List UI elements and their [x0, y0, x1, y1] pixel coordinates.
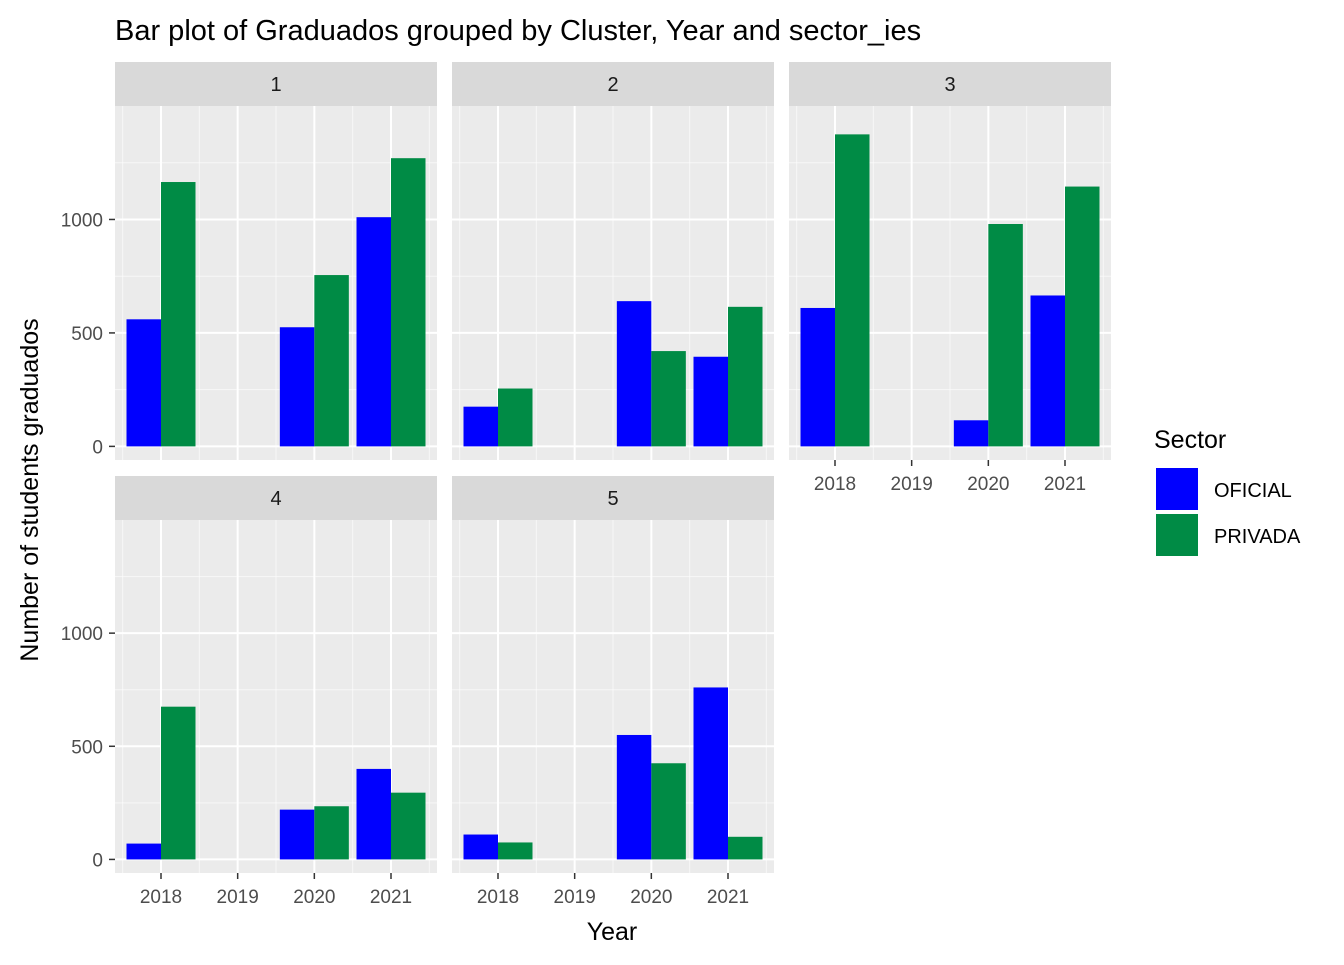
bar-privada-2021 [391, 158, 426, 447]
legend: Sector OFICIAL PRIVADA [1154, 426, 1301, 556]
legend-swatch [1156, 514, 1198, 556]
x-tick-label: 2020 [967, 474, 1009, 495]
x-tick-label: 2021 [707, 887, 749, 908]
y-tick-label: 0 [92, 437, 103, 458]
bar-privada-2018 [161, 182, 196, 447]
x-tick-label: 2018 [140, 887, 182, 908]
x-tick-label: 2019 [554, 887, 596, 908]
bar-privada-2018 [498, 842, 533, 860]
facet-strip [789, 62, 1111, 106]
bar-oficial-2021 [693, 687, 728, 860]
x-axis-title: Year [587, 918, 638, 946]
facet-strip-label: 4 [270, 488, 281, 510]
bar-oficial-2021 [356, 768, 391, 860]
y-tick-label: 1000 [61, 624, 103, 645]
legend-label: OFICIAL [1214, 480, 1292, 502]
bar-privada-2020 [314, 275, 349, 447]
bar-oficial-2018 [126, 843, 161, 860]
x-tick-label: 2020 [630, 887, 672, 908]
legend-label: PRIVADA [1214, 526, 1301, 548]
facet-panel-4: 4 0 500 1000 2018 2019 2020 2021 [61, 476, 437, 908]
legend-title: Sector [1154, 426, 1226, 454]
bar-privada-2020 [651, 763, 686, 860]
bar-privada-2018 [161, 706, 196, 860]
bar-privada-2020 [314, 806, 349, 860]
bar-oficial-2021 [356, 217, 391, 447]
legend-entries: OFICIAL PRIVADA [1156, 468, 1301, 556]
bar-oficial-2018 [463, 834, 498, 860]
bar-privada-2018 [835, 134, 870, 447]
y-tick-label: 500 [71, 324, 103, 345]
bar-oficial-2018 [800, 307, 835, 447]
legend-entry-oficial: OFICIAL [1156, 468, 1292, 510]
bar-oficial-2020 [616, 734, 652, 860]
y-axis-title: Number of students graduados [16, 318, 44, 661]
bar-oficial-2020 [953, 420, 989, 447]
bar-privada-2020 [988, 224, 1023, 447]
y-tick-label: 500 [71, 737, 103, 758]
facet-strip [452, 62, 774, 106]
legend-swatch [1156, 468, 1198, 510]
bar-privada-2018 [498, 388, 533, 447]
bar-oficial-2020 [616, 301, 652, 447]
bar-oficial-2018 [126, 319, 161, 447]
x-tick-label: 2021 [1044, 474, 1086, 495]
facet-strip [115, 62, 437, 106]
legend-entry-privada: PRIVADA [1156, 514, 1301, 556]
x-tick-label: 2020 [293, 887, 335, 908]
facet-strip-label: 1 [270, 74, 281, 96]
bar-oficial-2020 [279, 327, 315, 447]
facet-strip [115, 476, 437, 520]
x-tick-label: 2018 [477, 887, 519, 908]
x-tick-label: 2019 [217, 887, 259, 908]
facet-strip-label: 3 [944, 74, 955, 96]
x-tick-label: 2019 [891, 474, 933, 495]
facet-panel-3: 3 2018 2019 2020 2021 [789, 62, 1111, 495]
x-tick-label: 2021 [370, 887, 412, 908]
chart-title: Bar plot of Graduados grouped by Cluster… [115, 15, 921, 47]
bar-privada-2021 [1065, 186, 1100, 447]
x-tick-label: 2018 [814, 474, 856, 495]
bar-oficial-2018 [463, 406, 498, 447]
bar-privada-2020 [651, 351, 686, 447]
facet-panel-2: 2 [452, 62, 774, 460]
facet-strip-label: 2 [607, 74, 618, 96]
bar-privada-2021 [391, 792, 426, 860]
facet-panel-5: 5 2018 2019 2020 2021 [452, 476, 774, 908]
facet-strip-label: 5 [607, 488, 618, 510]
y-tick-label: 1000 [61, 210, 103, 231]
bar-privada-2021 [728, 836, 763, 860]
facets-layer: 1 0 500 1000 2 3 2018 2019 2020 2021 4 0 500 1000 2018… [61, 62, 1111, 908]
bar-oficial-2021 [1030, 295, 1065, 447]
facet-panel-1: 1 0 500 1000 [61, 62, 437, 460]
facet-strip [452, 476, 774, 520]
bar-oficial-2021 [693, 356, 728, 447]
bar-oficial-2020 [279, 809, 315, 860]
y-tick-label: 0 [92, 850, 103, 871]
bar-privada-2021 [728, 306, 763, 447]
